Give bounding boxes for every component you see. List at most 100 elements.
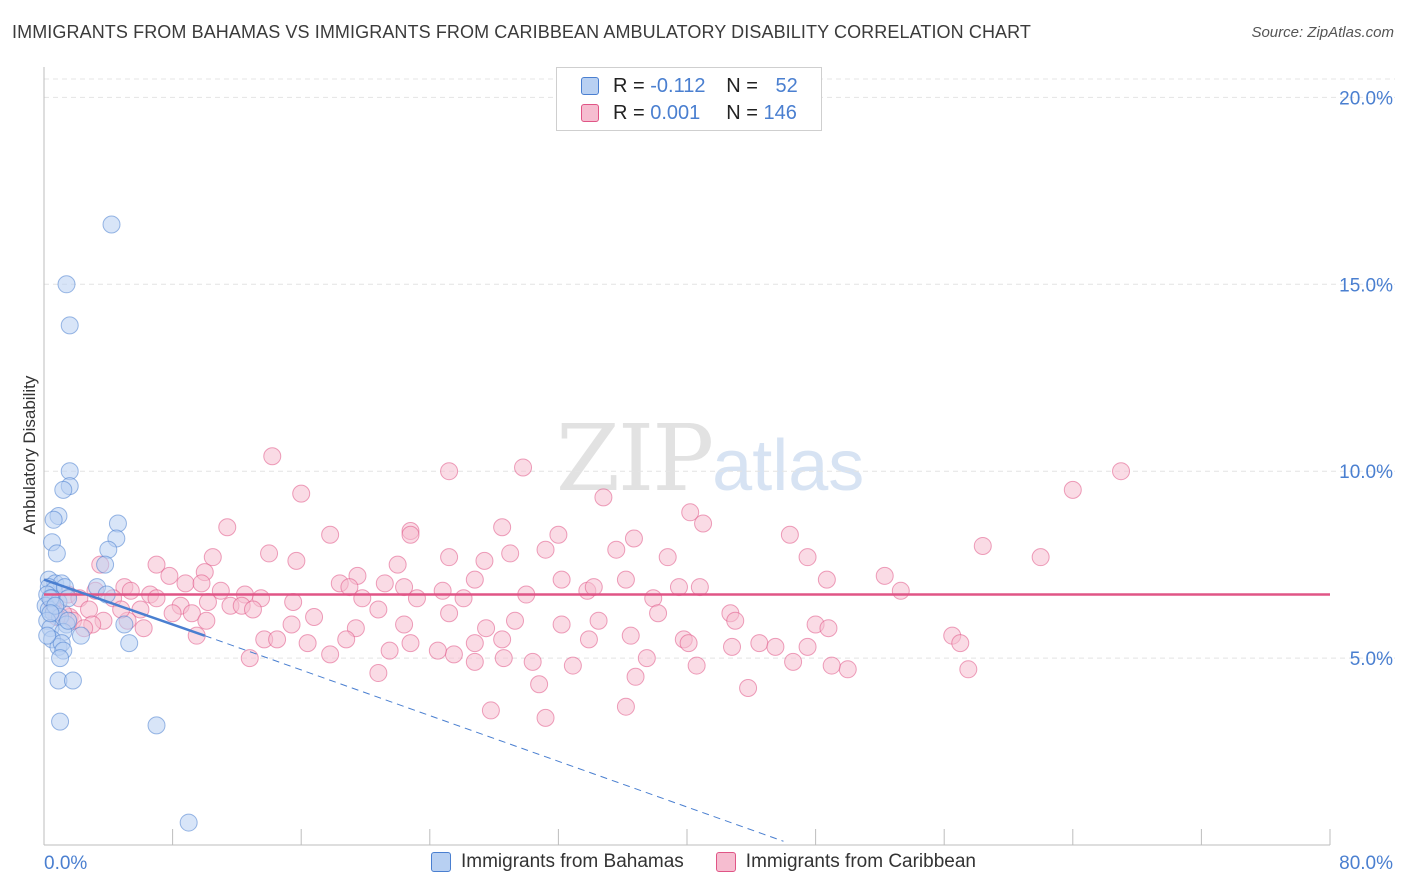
point-caribbean <box>337 630 356 649</box>
point-bahamas <box>38 626 57 645</box>
y-axis-label: Ambulatory Disability <box>20 375 39 534</box>
point-bahamas <box>99 540 118 559</box>
point-bahamas <box>102 215 121 234</box>
x-tick-label: 80.0% <box>1339 853 1393 874</box>
point-caribbean <box>750 634 769 653</box>
point-caribbean <box>536 540 555 559</box>
point-caribbean <box>369 664 388 683</box>
point-caribbean <box>197 611 216 630</box>
point-caribbean <box>536 708 555 727</box>
point-caribbean <box>260 544 279 563</box>
point-caribbean <box>160 566 179 585</box>
point-caribbean <box>444 645 463 664</box>
point-caribbean <box>739 679 758 697</box>
point-bahamas <box>60 316 79 335</box>
point-caribbean <box>211 581 230 600</box>
point-bahamas <box>41 604 60 623</box>
point-caribbean <box>584 578 603 597</box>
point-caribbean <box>679 634 698 653</box>
point-bahamas <box>59 611 78 630</box>
point-caribbean <box>616 570 635 589</box>
point-caribbean <box>395 615 414 634</box>
point-caribbean <box>493 630 512 649</box>
watermark-zip: ZIP <box>556 405 714 512</box>
point-caribbean <box>440 548 459 567</box>
point-bahamas <box>44 510 63 529</box>
point-caribbean <box>681 503 700 522</box>
point-caribbean <box>353 589 372 608</box>
point-caribbean <box>694 514 713 533</box>
point-caribbean <box>838 660 857 679</box>
series-legend: Immigrants from Bahamas Immigrants from … <box>431 851 1008 873</box>
point-bahamas <box>96 555 115 574</box>
point-caribbean <box>80 600 99 619</box>
point-caribbean <box>284 593 303 612</box>
legend-r-label: R = <box>613 74 651 97</box>
point-caribbean <box>784 652 803 671</box>
legend-n-label: N = <box>726 101 764 124</box>
point-caribbean <box>321 645 340 664</box>
legend-n-value: 52 <box>775 74 798 97</box>
point-caribbean <box>563 656 582 675</box>
point-caribbean <box>433 581 452 600</box>
legend-row-bahamas: R = -0.112 N = 52 <box>581 73 798 99</box>
point-caribbean <box>959 660 978 679</box>
point-caribbean <box>626 667 645 686</box>
point-caribbean <box>121 581 140 600</box>
point-caribbean <box>263 447 282 466</box>
y-tick-label: 15.0% <box>1339 275 1393 296</box>
point-caribbean <box>494 649 513 668</box>
legend-n-value: 146 <box>763 101 797 124</box>
trendline-bahamas <box>43 578 206 637</box>
point-caribbean <box>287 551 306 570</box>
point-bahamas <box>51 649 70 668</box>
point-bahamas <box>108 514 127 533</box>
point-caribbean <box>218 518 237 537</box>
point-caribbean <box>1112 462 1131 481</box>
point-caribbean <box>465 570 484 589</box>
point-caribbean <box>594 488 613 507</box>
point-caribbean <box>428 641 447 660</box>
point-caribbean <box>305 607 324 626</box>
point-caribbean <box>243 600 262 619</box>
point-caribbean <box>649 604 668 623</box>
point-caribbean <box>182 604 201 623</box>
y-tick-label: 10.0% <box>1339 462 1393 483</box>
point-caribbean <box>589 611 608 630</box>
point-caribbean <box>1031 548 1050 567</box>
point-caribbean <box>658 548 677 567</box>
point-bahamas <box>179 813 198 832</box>
point-caribbean <box>875 566 894 585</box>
point-caribbean <box>669 578 688 597</box>
legend-swatch-blue <box>581 77 599 95</box>
watermark-atlas: atlas <box>712 426 865 506</box>
legend-label-caribbean: Immigrants from Caribbean <box>745 851 976 872</box>
point-caribbean <box>552 570 571 589</box>
trendline-bahamas-extension <box>204 635 784 842</box>
point-caribbean <box>766 637 785 656</box>
point-caribbean <box>822 656 841 675</box>
point-caribbean <box>163 604 182 623</box>
legend-item-caribbean: Immigrants from Caribbean <box>715 851 976 873</box>
point-caribbean <box>505 611 524 630</box>
point-caribbean <box>481 701 500 720</box>
point-caribbean <box>475 551 494 570</box>
point-bahamas <box>47 544 66 563</box>
point-caribbean <box>147 589 166 608</box>
point-caribbean <box>726 611 745 630</box>
x-tick-label: 0.0% <box>44 853 87 874</box>
point-caribbean <box>951 634 970 653</box>
point-caribbean <box>973 536 992 555</box>
point-caribbean <box>798 548 817 567</box>
point-caribbean <box>298 634 317 653</box>
legend-swatch-pink <box>581 104 599 122</box>
point-caribbean <box>440 462 459 481</box>
point-caribbean <box>798 637 817 656</box>
point-caribbean <box>380 641 399 660</box>
point-caribbean <box>369 600 388 619</box>
legend-swatch-pink <box>715 852 736 872</box>
point-caribbean <box>465 652 484 671</box>
point-bahamas <box>63 671 82 690</box>
point-caribbean <box>282 615 301 634</box>
point-caribbean <box>607 540 626 559</box>
